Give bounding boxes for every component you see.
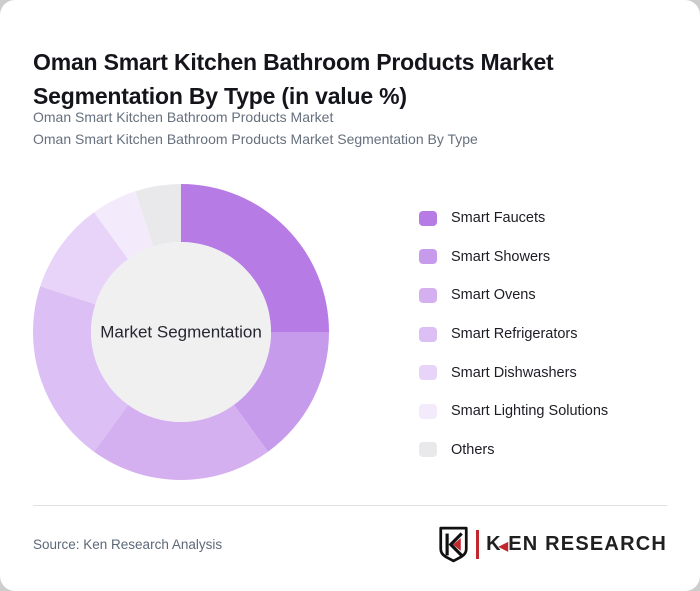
- donut-center-label: Market Segmentation: [100, 323, 262, 342]
- donut-center-circle: [91, 242, 271, 422]
- logo-k: K: [486, 532, 502, 555]
- logo-separator: [476, 529, 480, 559]
- page-title: Oman Smart Kitchen Bathroom Products Mar…: [33, 49, 554, 110]
- donut-segment-others[interactable]: [135, 184, 181, 247]
- logo-rest: EN RESEARCH: [508, 532, 667, 555]
- legend-label: Smart Showers: [451, 248, 551, 265]
- logo-wordmark: K◀EN RESEARCH: [486, 533, 667, 556]
- donut-segment-smart-dishwashers[interactable]: [40, 212, 129, 305]
- subtitle-line-1: Oman Smart Kitchen Bathroom Products Mar…: [33, 109, 334, 125]
- shield-red-triangle: [453, 537, 461, 551]
- legend-item-smart-dishwashers[interactable]: Smart Dishwashers: [419, 353, 608, 392]
- legend-swatch-smart-lighting-solutions: [419, 403, 437, 419]
- legend-item-smart-lighting-solutions[interactable]: Smart Lighting Solutions: [419, 392, 608, 431]
- legend-label: Smart Faucets: [451, 210, 546, 227]
- legend: Smart Faucets Smart Showers Smart Ovens Sma…: [419, 199, 608, 469]
- donut-segment-smart-lighting-solutions[interactable]: [94, 191, 154, 260]
- legend-swatch-others: [419, 442, 437, 458]
- donut-segments: [32, 184, 329, 480]
- donut-segment-smart-refrigerators[interactable]: [32, 286, 129, 452]
- legend-label: Smart Refrigerators: [451, 326, 578, 343]
- legend-item-smart-showers[interactable]: Smart Showers: [419, 238, 608, 277]
- chart-subtitle: Oman Smart Kitchen Bathroom Products Mar…: [33, 107, 478, 150]
- legend-label: Smart Lighting Solutions: [451, 403, 609, 420]
- footer-divider: [33, 505, 667, 506]
- subtitle-line-2: Oman Smart Kitchen Bathroom Products Mar…: [33, 130, 478, 147]
- legend-swatch-smart-dishwashers: [419, 365, 437, 381]
- donut-segment-smart-ovens[interactable]: [94, 404, 268, 480]
- donut-svg: Market Segmentation: [32, 184, 329, 480]
- legend-swatch-smart-faucets: [419, 210, 437, 226]
- legend-item-smart-faucets[interactable]: Smart Faucets: [419, 199, 608, 238]
- legend-swatch-smart-showers: [419, 249, 437, 265]
- legend-item-smart-refrigerators[interactable]: Smart Refrigerators: [419, 315, 608, 354]
- legend-label: Others: [451, 441, 495, 458]
- donut-segment-smart-showers[interactable]: [233, 332, 329, 452]
- legend-label: Smart Ovens: [451, 287, 536, 304]
- legend-label: Smart Dishwashers: [451, 364, 577, 381]
- donut-chart: Market Segmentation: [31, 182, 331, 482]
- ken-research-shield-icon: [439, 526, 468, 562]
- legend-swatch-smart-ovens: [419, 287, 437, 303]
- legend-swatch-smart-refrigerators: [419, 326, 437, 342]
- donut-segment-smart-faucets[interactable]: [181, 184, 329, 332]
- red-triangle-icon: ◀: [498, 538, 510, 553]
- legend-item-smart-ovens[interactable]: Smart Ovens: [419, 276, 608, 315]
- legend-item-others[interactable]: Others: [419, 431, 608, 470]
- ken-research-logo: K◀EN RESEARCH: [438, 524, 667, 564]
- source-note: Source: Ken Research Analysis: [33, 537, 223, 552]
